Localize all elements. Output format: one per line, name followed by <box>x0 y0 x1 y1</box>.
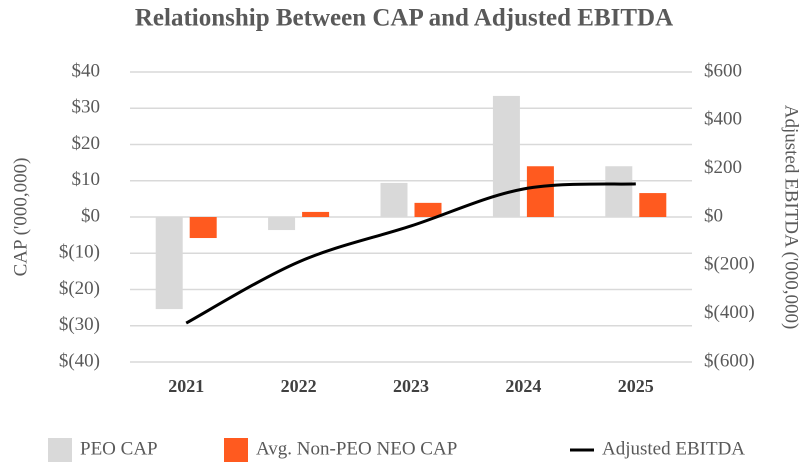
x-tick-label: 2025 <box>618 376 654 396</box>
bar <box>639 193 667 217</box>
bar <box>605 166 633 217</box>
x-tick-label: 2023 <box>393 376 429 396</box>
bar <box>526 166 554 217</box>
bar <box>189 217 217 239</box>
legend-swatch <box>48 438 72 462</box>
y-axis-title: CAP ('000,000) <box>10 158 31 277</box>
bar <box>380 182 408 217</box>
y2-tick-label: $400 <box>704 109 742 130</box>
y-tick-label: $(20) <box>59 278 100 299</box>
bar <box>492 95 520 217</box>
line <box>185 182 636 325</box>
y2-tick-label: $600 <box>704 60 742 81</box>
legend-label: Adjusted EBITDA <box>602 438 745 459</box>
y-tick-label: $40 <box>72 60 101 81</box>
y-tick-label: $0 <box>81 205 100 226</box>
y-tick-label: $20 <box>72 133 101 154</box>
y2-tick-label: $(400) <box>704 302 755 323</box>
bar <box>414 202 442 217</box>
y-tick-label: $(10) <box>59 242 100 263</box>
chart-title: Relationship Between CAP and Adjusted EB… <box>135 5 673 32</box>
y2-tick-label: $(200) <box>704 254 755 275</box>
x-tick-label: 2021 <box>168 376 204 396</box>
legend-swatch <box>224 438 248 462</box>
bar <box>302 211 330 217</box>
y2-tick-label: $0 <box>704 205 723 226</box>
y2-tick-label: $(600) <box>704 350 755 371</box>
legend-label: PEO CAP <box>80 438 158 459</box>
bar <box>268 217 296 231</box>
y-tick-label: $30 <box>72 97 101 118</box>
x-tick-label: 2022 <box>281 376 317 396</box>
y-tick-label: $(40) <box>59 350 100 371</box>
x-tick-label: 2024 <box>505 376 541 396</box>
bar <box>155 217 183 310</box>
y-tick-label: $10 <box>72 169 101 190</box>
y2-axis-title: Adjusted EBITDA ('000,000) <box>781 105 802 330</box>
legend-label: Avg. Non-PEO NEO CAP <box>256 438 457 459</box>
y-tick-label: $(30) <box>59 314 100 335</box>
y2-tick-label: $200 <box>704 157 742 178</box>
